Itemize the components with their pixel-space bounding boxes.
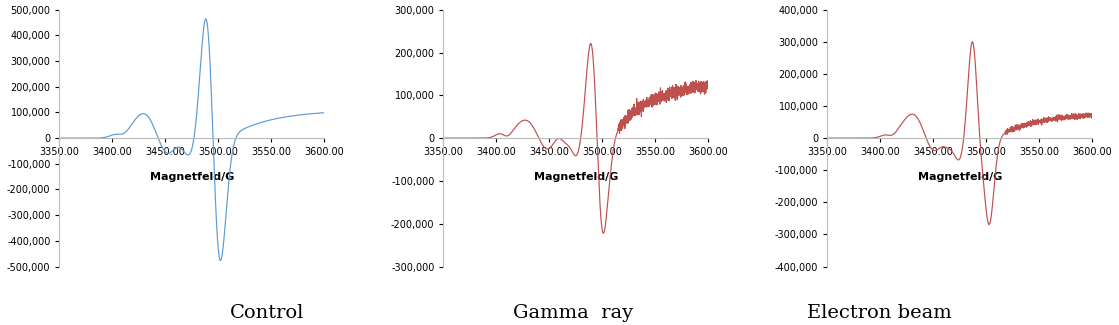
Text: Gamma  ray: Gamma ray [514,304,633,322]
Text: Control: Control [231,304,304,322]
X-axis label: Magnetfeld/G: Magnetfeld/G [150,172,234,181]
Text: Electron beam: Electron beam [807,304,952,322]
X-axis label: Magnetfeld/G: Magnetfeld/G [534,172,618,181]
X-axis label: Magnetfeld/G: Magnetfeld/G [918,172,1002,181]
